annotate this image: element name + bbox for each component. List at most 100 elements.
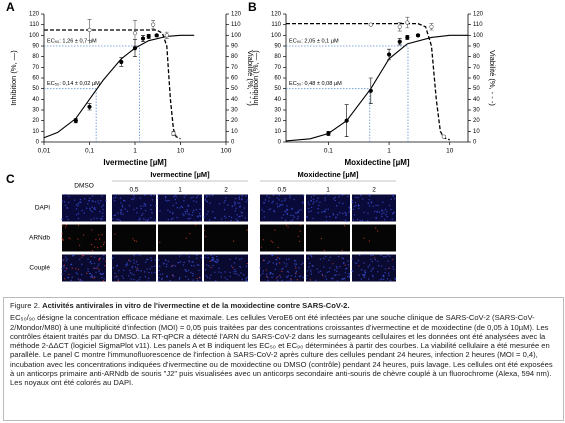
nucleus xyxy=(165,265,168,268)
viability-point xyxy=(151,22,156,27)
dsrna-signal xyxy=(132,238,134,240)
nucleus xyxy=(140,207,142,210)
nucleus xyxy=(329,256,331,258)
nucleus xyxy=(285,265,287,268)
y2-tick-label: 110 xyxy=(473,22,483,28)
nucleus xyxy=(291,207,294,210)
nucleus xyxy=(96,217,98,219)
nucleus xyxy=(384,208,387,211)
nucleus xyxy=(130,198,133,200)
nucleus xyxy=(343,262,345,264)
nucleus xyxy=(174,194,177,196)
nucleus xyxy=(213,260,216,262)
nucleus xyxy=(133,262,135,264)
nucleus xyxy=(358,254,361,256)
nucleus xyxy=(348,206,350,209)
nucleus xyxy=(389,279,392,282)
nucleus xyxy=(375,204,377,207)
nucleus xyxy=(384,271,386,274)
nucleus xyxy=(282,204,284,206)
nucleus xyxy=(154,220,157,223)
nucleus xyxy=(196,279,199,282)
nucleus xyxy=(66,215,68,218)
nucleus xyxy=(347,260,349,262)
nucleus xyxy=(188,261,190,263)
nucleus xyxy=(238,196,241,199)
nucleus xyxy=(382,201,384,203)
nucleus xyxy=(327,208,329,210)
dsrna-signal xyxy=(185,237,187,239)
dsrna-signal xyxy=(135,240,137,242)
nucleus xyxy=(334,274,336,277)
nucleus xyxy=(192,196,194,199)
nucleus xyxy=(147,218,149,220)
dsrna-signal xyxy=(86,272,88,274)
nucleus xyxy=(338,196,340,198)
nucleus xyxy=(214,217,216,220)
nucleus xyxy=(344,272,347,274)
micrograph xyxy=(306,194,350,222)
nucleus xyxy=(323,257,325,260)
nucleus xyxy=(101,276,103,279)
nucleus xyxy=(382,274,384,276)
nucleus xyxy=(238,216,240,218)
nucleus xyxy=(93,207,96,209)
nucleus xyxy=(137,263,139,266)
nucleus xyxy=(347,195,349,198)
y-tick-label: 40 xyxy=(32,97,39,103)
y-tick-label: 80 xyxy=(274,54,281,60)
nucleus xyxy=(360,194,362,197)
dsrna-signal xyxy=(69,238,71,240)
y-axis-title: Inhibition (%, —) xyxy=(9,50,18,106)
nucleus xyxy=(67,276,69,279)
nucleus xyxy=(194,220,196,222)
dsrna-signal xyxy=(196,277,198,280)
nucleus xyxy=(272,262,275,264)
nucleus xyxy=(158,277,160,279)
nucleus xyxy=(122,269,125,271)
nucleus xyxy=(206,276,209,278)
nucleus xyxy=(345,214,347,216)
dsrna-signal xyxy=(295,267,297,269)
inhibition-point xyxy=(119,59,124,65)
nucleus xyxy=(78,258,81,261)
viability-point xyxy=(405,20,410,25)
micrograph xyxy=(62,254,106,282)
nucleus xyxy=(65,256,67,258)
nucleus xyxy=(75,214,78,216)
nucleus xyxy=(367,212,369,215)
nucleus xyxy=(267,262,269,264)
nucleus xyxy=(68,195,70,198)
nucleus xyxy=(79,201,81,203)
nucleus xyxy=(184,210,186,213)
nucleus xyxy=(196,264,198,266)
dsrna-signal xyxy=(290,278,292,280)
nucleus xyxy=(234,210,237,212)
nucleus xyxy=(65,260,68,262)
nucleus xyxy=(77,278,80,280)
x-tick-label: 1 xyxy=(387,148,391,155)
nucleus xyxy=(169,211,171,213)
x-tick-label: 10 xyxy=(446,148,454,155)
y-tick-label: 100 xyxy=(29,33,40,39)
nucleus xyxy=(158,269,160,272)
dsrna-signal xyxy=(189,233,191,235)
nucleus xyxy=(189,217,191,220)
nucleus xyxy=(147,258,149,261)
dsrna-signal xyxy=(117,279,119,282)
y-tick-label: 50 xyxy=(274,86,281,92)
nucleus xyxy=(238,194,240,196)
nucleus xyxy=(310,271,312,273)
nucleus xyxy=(370,270,372,272)
nucleus xyxy=(83,212,85,214)
nucleus xyxy=(239,202,241,204)
group-label: Moxidectine [µM] xyxy=(298,170,359,179)
dsrna-signal xyxy=(65,268,67,270)
nucleus xyxy=(303,194,305,197)
nucleus xyxy=(371,268,373,270)
nucleus xyxy=(332,213,334,215)
nucleus xyxy=(335,217,337,219)
nucleus xyxy=(212,258,215,260)
nucleus xyxy=(391,218,393,220)
nucleus xyxy=(173,195,175,198)
